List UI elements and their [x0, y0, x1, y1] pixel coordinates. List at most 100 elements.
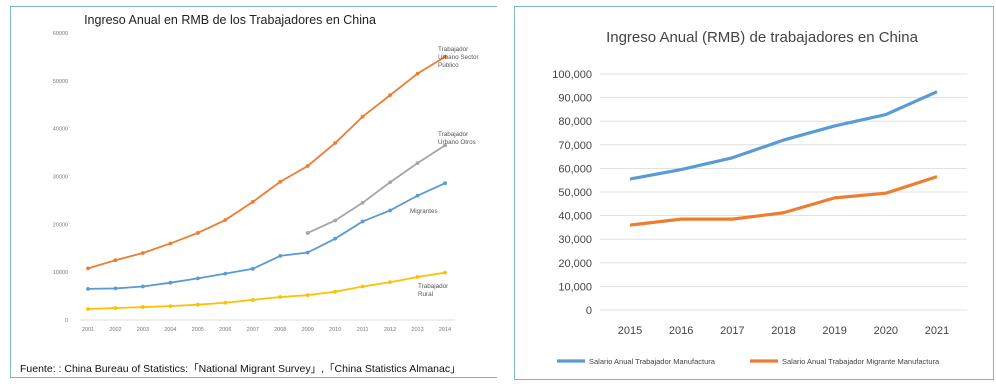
data-point-2: [388, 180, 392, 185]
series-label-3: Migrantes: [410, 208, 438, 215]
data-point-4: [223, 300, 228, 305]
data-point-3: [168, 280, 173, 285]
data-point-4: [250, 298, 255, 302]
series-line-3: [87, 182, 446, 290]
data-point-4: [443, 270, 447, 275]
data-point-1: [388, 93, 392, 98]
y-tick-label: 100,000: [552, 69, 592, 81]
y-tick-label: 90,000: [558, 93, 592, 105]
x-tick-label: 2009: [302, 327, 314, 333]
data-point-1: [278, 179, 283, 184]
data-point-3: [415, 193, 420, 198]
x-tick-label: 2004: [164, 327, 176, 333]
data-point-3: [333, 236, 338, 241]
y-tick-label: 20,000: [558, 258, 592, 270]
right-chart-title: Ingreso Anual (RMB) de trabajadores en C…: [606, 29, 919, 46]
data-point-4: [141, 305, 145, 309]
data-point-3: [86, 287, 90, 291]
left-chart-frame: [10, 6, 497, 378]
data-point-1: [250, 199, 255, 204]
left-line-chart: Ingreso Anual en RMB de los Trabajadores…: [53, 13, 479, 333]
data-point-3: [223, 271, 228, 276]
x-tick-label: 2019: [822, 325, 846, 337]
data-point-1: [305, 164, 310, 168]
x-tick-label: 2014: [439, 327, 451, 333]
left-chart-panel: Ingreso Anual en RMB de los Trabajadores…: [0, 0, 500, 383]
right-chart-frame: [514, 6, 994, 380]
data-point-1: [360, 114, 365, 119]
data-point-1: [443, 55, 447, 59]
series-label-1: Urbano Sector: [438, 54, 479, 61]
data-point-1: [415, 71, 420, 76]
data-point-2: [360, 200, 365, 205]
y-tick-label: 50000: [53, 79, 68, 85]
x-tick-label: 2015: [618, 325, 642, 337]
x-tick-label: 2021: [925, 325, 949, 337]
series-line-1: [87, 56, 446, 270]
x-tick-label: 2010: [329, 327, 341, 333]
y-tick-label: 60000: [53, 31, 68, 37]
data-point-1: [141, 251, 145, 255]
y-tick-label: 50,000: [558, 187, 592, 199]
data-point-1: [113, 258, 118, 263]
series-line-1: [629, 90, 938, 181]
series-line-2: [307, 144, 446, 234]
data-point-4: [333, 289, 338, 294]
source-text: : China Bureau of Statistics:「National M…: [58, 363, 461, 375]
data-point-4: [415, 275, 420, 279]
data-point-4: [305, 293, 310, 298]
data-point-4: [195, 302, 200, 307]
data-point-3: [113, 286, 118, 291]
x-tick-label: 2006: [219, 327, 231, 333]
x-tick-label: 2013: [411, 327, 423, 333]
x-tick-label: 2003: [137, 327, 149, 333]
x-tick-label: 2008: [274, 327, 286, 333]
y-tick-label: 40000: [53, 127, 68, 133]
data-point-3: [278, 254, 283, 258]
x-tick-label: 2005: [192, 327, 204, 333]
y-tick-label: 20000: [53, 222, 68, 228]
data-point-3: [250, 266, 255, 271]
x-tick-label: 2016: [669, 325, 693, 337]
x-tick-label: 2011: [357, 327, 369, 333]
x-tick-label: 2012: [384, 327, 396, 333]
x-tick-label: 2001: [82, 327, 94, 333]
y-tick-label: 40,000: [558, 211, 592, 223]
data-point-3: [388, 208, 392, 213]
data-point-4: [86, 307, 90, 311]
series-line-2: [629, 175, 938, 227]
data-point-2: [415, 161, 420, 166]
data-point-3: [141, 284, 145, 289]
series-label-1: Público: [438, 62, 459, 69]
left-chart-source: Fuente: : China Bureau of Statistics:「Na…: [20, 361, 461, 376]
x-tick-label: 2002: [109, 327, 121, 333]
left-chart-title: Ingreso Anual en RMB de los Trabajadores…: [84, 13, 376, 27]
right-chart-panel: Ingreso Anual (RMB) de trabajadores en C…: [512, 0, 996, 383]
data-point-4: [168, 304, 173, 309]
series-label-4: Trabajador: [418, 283, 448, 290]
data-point-1: [333, 141, 338, 145]
y-tick-label: 0: [65, 318, 68, 324]
x-tick-label: 2007: [247, 327, 259, 333]
series-line-4: [87, 271, 446, 310]
data-point-3: [360, 219, 365, 224]
y-tick-label: 0: [586, 305, 592, 317]
data-point-1: [168, 241, 173, 246]
data-point-1: [86, 266, 90, 271]
legend-label-2: Salario Anual Trabajador Migrante Manufa…: [782, 357, 940, 366]
series-label-4: Rural: [418, 291, 433, 298]
data-point-2: [333, 218, 338, 223]
right-line-chart: Ingreso Anual (RMB) de trabajadores en C…: [552, 29, 967, 366]
y-tick-label: 70,000: [558, 140, 592, 152]
data-point-4: [113, 306, 118, 310]
x-tick-label: 2017: [720, 325, 744, 337]
data-point-2: [305, 231, 310, 235]
data-point-1: [223, 218, 228, 222]
x-tick-label: 2020: [874, 325, 898, 337]
y-tick-label: 80,000: [558, 116, 592, 128]
y-tick-label: 60,000: [558, 163, 592, 175]
x-tick-label: 2018: [771, 325, 795, 337]
data-point-3: [443, 181, 447, 186]
series-label-2: Urbano Otros: [438, 139, 476, 146]
data-point-4: [278, 295, 283, 299]
